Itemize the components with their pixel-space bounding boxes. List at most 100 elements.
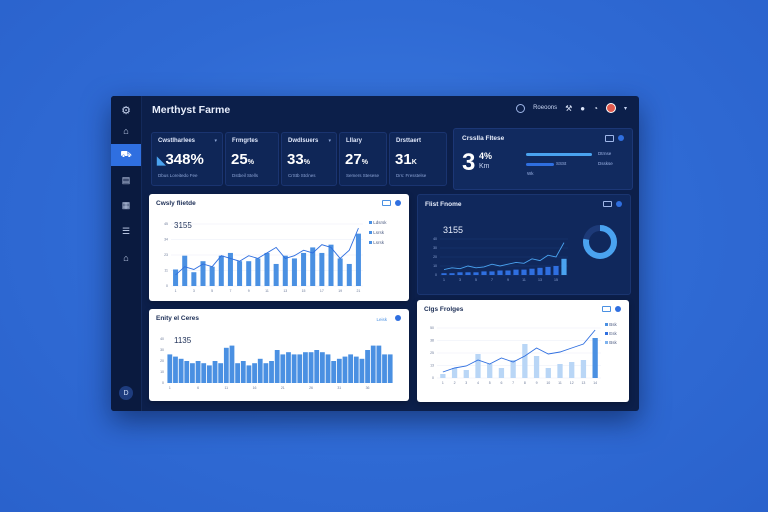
tick-label: 50 — [430, 326, 434, 330]
chart-bar — [557, 364, 563, 378]
chart-bar — [200, 261, 206, 286]
chart-bar — [441, 273, 447, 275]
kpi-card[interactable]: Drsttaert 31K Drs: Fresstelse — [389, 132, 447, 186]
tick-label: 23 — [164, 253, 168, 257]
chart-bar — [191, 272, 197, 286]
tick-label: 12 — [570, 381, 574, 385]
cart-icon[interactable]: ⌂ — [123, 126, 129, 136]
toggle-icon[interactable] — [603, 201, 612, 207]
bar-label: Wk — [527, 171, 534, 176]
logo-icon[interactable]: ⚙ — [121, 104, 131, 117]
kpi-card[interactable]: Lllary 27% Semers Stesese — [339, 132, 387, 186]
legend: Bsk Esk Bsk — [605, 320, 617, 347]
tick-label: 11 — [522, 278, 526, 282]
summary-value: 3 — [462, 149, 476, 176]
chevron-down-icon[interactable]: ▾ — [214, 138, 217, 144]
kpi-value: 25% — [231, 151, 254, 168]
card-value: 3155 — [443, 225, 464, 235]
chart-bar — [545, 368, 551, 378]
chart-bar — [255, 258, 261, 286]
tool-icon[interactable]: ⚒ — [565, 103, 573, 113]
card-title: Cwsly flietde — [156, 200, 196, 207]
chart-bar — [314, 350, 320, 383]
toggle-icon[interactable] — [382, 200, 391, 206]
chart-bar — [229, 345, 235, 383]
tick-label: 9 — [248, 289, 250, 293]
card-title: Flist Fnome — [425, 201, 462, 208]
tick-label: 7 — [491, 278, 493, 282]
tick-label: 34 — [164, 238, 168, 242]
tick-label: 16 — [253, 386, 257, 390]
options-icon[interactable] — [395, 200, 401, 206]
search-label[interactable]: Roeoons — [533, 105, 558, 111]
kpi-label: Dwdlsuers — [288, 138, 319, 144]
chart-bar — [282, 255, 288, 286]
tick-label: 30 — [433, 246, 437, 250]
chart-bar — [269, 361, 274, 383]
card-icon[interactable] — [605, 135, 614, 142]
tick-label: 9 — [536, 381, 538, 385]
list-icon[interactable]: ☰ — [121, 225, 131, 236]
chart-bar — [325, 354, 331, 383]
tick-label: 13 — [283, 289, 287, 293]
stages-chart-card: Clgs Frolges Bsk Esk Bsk 1 2 3 4 5 6 7 8 9 10 11 12… — [417, 300, 629, 402]
chart-bar — [505, 270, 511, 275]
tick-label: 0 — [435, 273, 437, 277]
card-value: 1135 — [174, 336, 192, 345]
document-icon[interactable]: ▤ — [121, 174, 131, 185]
summary-pct: 4% — [479, 151, 493, 161]
tick-label: 21 — [281, 386, 285, 390]
chevron-down-icon[interactable]: ▾ — [328, 138, 331, 144]
search-icon[interactable] — [516, 103, 526, 113]
home-icon[interactable]: ⌂ — [123, 253, 129, 263]
kpi-card[interactable]: Cwstlharlees ▾ ◣348% Dbus Loreitedo Fee — [151, 132, 223, 186]
options-icon[interactable] — [615, 306, 621, 312]
sidebar: ⚙ ⌂ ⛟ ▤ ▦ ☰ ⌂ D — [111, 96, 142, 411]
kpi-label: Frmgrtes — [232, 138, 259, 144]
chart-bar — [303, 352, 308, 383]
menu-chevron-icon[interactable]: ▾ — [623, 105, 627, 112]
tick-label: 38 — [430, 339, 434, 343]
chart-bar — [336, 358, 342, 383]
summary-card[interactable]: Crsslla Fltese 3 4% Km Dtrnse SSSt Dssks… — [453, 128, 633, 190]
chart-bar — [310, 247, 316, 286]
options-icon[interactable] — [395, 315, 401, 321]
tick-label: 5 — [489, 381, 491, 385]
profile-button[interactable]: D — [119, 386, 133, 400]
filter-control[interactable]: Leisk — [376, 317, 387, 322]
avatar[interactable] — [605, 103, 616, 113]
tick-label: 36 — [366, 386, 370, 390]
chart-bar — [246, 365, 252, 383]
daily-chart-card: Enity el Ceres 1135 Leisk 1 6 11 16 21 26 31 36… — [149, 309, 409, 401]
tick-label: 7 — [512, 381, 514, 385]
chart-bar — [246, 261, 252, 286]
kpi-card[interactable]: Dwdlsuers ▾ 33% CrStb Stclnes — [281, 132, 337, 186]
chart-bar — [440, 374, 446, 378]
chart-bar — [451, 368, 458, 378]
tick-label: 2 — [454, 381, 456, 385]
status-dot-icon[interactable] — [618, 135, 624, 141]
tick-label: 7 — [229, 289, 231, 293]
toggle-icon[interactable] — [602, 306, 611, 312]
chart-bar — [510, 360, 516, 378]
kpi-value: 27% — [345, 151, 368, 168]
chart-bar — [382, 354, 387, 383]
tick-label: 1 — [443, 278, 445, 282]
tick-label: 3 — [465, 381, 467, 385]
chart-bar — [497, 270, 503, 275]
chart-bar — [580, 360, 587, 378]
series-line — [175, 227, 359, 276]
chart-bar — [264, 252, 270, 286]
kpi-value: 33% — [287, 151, 310, 168]
vehicle-icon[interactable]: ⛟ — [111, 144, 141, 166]
kpi-card[interactable]: Frmgrtes 25% Dstbeil Stells — [225, 132, 279, 186]
chart-bar — [473, 272, 479, 275]
bell-icon[interactable]: ◔ — [593, 103, 598, 113]
options-icon[interactable] — [616, 201, 622, 207]
header: Merthyst Farme Roeoons ⚒ ● ◔ ▾ — [141, 96, 639, 124]
calendar-icon[interactable]: ▦ — [121, 199, 131, 210]
chart-bar — [206, 365, 212, 383]
chart-bar — [212, 361, 218, 383]
user-icon[interactable]: ● — [580, 103, 586, 113]
